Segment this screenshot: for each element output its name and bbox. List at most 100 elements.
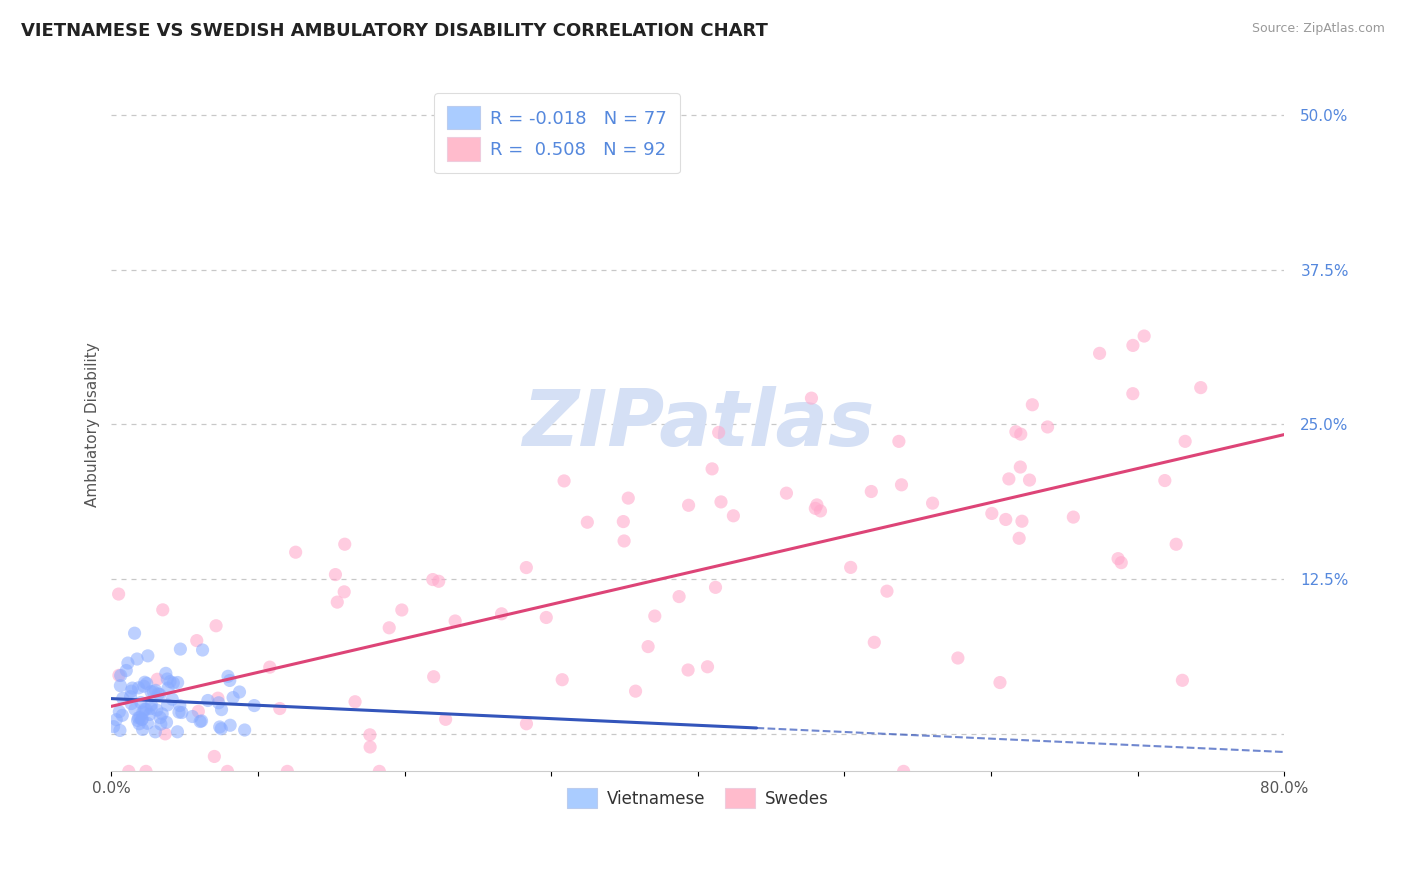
Point	[1010, 427, 1032, 442]
Point	[211, 703, 233, 717]
Point	[135, 676, 157, 690]
Point	[127, 714, 149, 728]
Point	[218, 673, 240, 688]
Point	[427, 574, 450, 589]
Point	[209, 722, 232, 736]
Point	[515, 716, 537, 731]
Point	[105, 713, 128, 727]
Point	[921, 496, 943, 510]
Point	[156, 672, 179, 686]
Point	[190, 714, 212, 728]
Point	[153, 727, 176, 741]
Point	[839, 560, 862, 574]
Point	[491, 607, 513, 621]
Point	[188, 714, 211, 729]
Point	[1062, 510, 1084, 524]
Point	[146, 703, 169, 717]
Point	[186, 633, 208, 648]
Text: VIETNAMESE VS SWEDISH AMBULATORY DISABILITY CORRELATION CHART: VIETNAMESE VS SWEDISH AMBULATORY DISABIL…	[21, 22, 768, 40]
Point	[359, 728, 381, 742]
Point	[980, 507, 1002, 521]
Point	[233, 723, 256, 737]
Point	[368, 764, 391, 779]
Point	[707, 425, 730, 440]
Point	[284, 545, 307, 559]
Point	[1010, 460, 1032, 475]
Point	[128, 681, 150, 695]
Point	[444, 614, 467, 628]
Point	[125, 652, 148, 666]
Point	[359, 739, 381, 754]
Point	[269, 701, 291, 715]
Point	[155, 666, 177, 681]
Point	[775, 486, 797, 500]
Point	[1107, 551, 1129, 566]
Point	[166, 724, 188, 739]
Point	[142, 684, 165, 698]
Point	[1036, 420, 1059, 434]
Point	[141, 698, 163, 712]
Point	[624, 684, 647, 698]
Point	[191, 643, 214, 657]
Point	[121, 681, 143, 695]
Point	[333, 537, 356, 551]
Point	[136, 648, 159, 663]
Point	[162, 676, 184, 690]
Point	[1021, 398, 1043, 412]
Point	[108, 705, 131, 719]
Point	[612, 515, 634, 529]
Point	[391, 603, 413, 617]
Point	[988, 675, 1011, 690]
Y-axis label: Ambulatory Disability: Ambulatory Disability	[86, 342, 100, 507]
Point	[863, 635, 886, 649]
Point	[149, 717, 172, 731]
Point	[217, 764, 239, 779]
Point	[187, 705, 209, 719]
Point	[876, 584, 898, 599]
Point	[576, 515, 599, 529]
Point	[710, 495, 733, 509]
Point	[138, 707, 160, 722]
Point	[131, 712, 153, 726]
Point	[536, 610, 558, 624]
Point	[704, 580, 727, 594]
Point	[259, 660, 281, 674]
Point	[118, 764, 141, 779]
Point	[148, 687, 170, 701]
Point	[128, 716, 150, 731]
Point	[111, 691, 134, 706]
Point	[1109, 556, 1132, 570]
Point	[637, 640, 659, 654]
Point	[1174, 434, 1197, 449]
Point	[149, 710, 172, 724]
Point	[1088, 346, 1111, 360]
Point	[217, 669, 239, 683]
Point	[146, 672, 169, 686]
Point	[1005, 425, 1028, 439]
Point	[169, 642, 191, 657]
Point	[208, 720, 231, 734]
Point	[998, 472, 1021, 486]
Point	[1189, 381, 1212, 395]
Point	[155, 715, 177, 730]
Point	[162, 692, 184, 706]
Point	[159, 674, 181, 689]
Point	[1008, 531, 1031, 545]
Point	[139, 684, 162, 698]
Point	[1018, 473, 1040, 487]
Point	[111, 708, 134, 723]
Point	[149, 688, 172, 702]
Point	[644, 609, 666, 624]
Point	[124, 626, 146, 640]
Point	[205, 619, 228, 633]
Point	[129, 710, 152, 724]
Point	[131, 712, 153, 726]
Point	[120, 697, 142, 711]
Point	[136, 716, 159, 731]
Point	[150, 706, 173, 721]
Text: Source: ZipAtlas.com: Source: ZipAtlas.com	[1251, 22, 1385, 36]
Point	[800, 391, 823, 405]
Point	[143, 724, 166, 739]
Point	[553, 474, 575, 488]
Point	[893, 764, 915, 779]
